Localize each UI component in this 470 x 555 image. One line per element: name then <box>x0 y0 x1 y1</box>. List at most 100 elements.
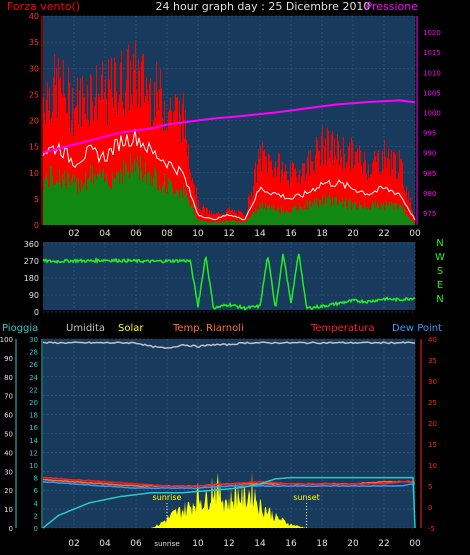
humidity-y-tick: 0 <box>9 525 13 533</box>
legend-umidita: Umidita <box>66 323 105 334</box>
solar-area <box>43 470 415 528</box>
wx-x-tick: 02 <box>68 539 79 549</box>
pressure-y-tick: 985 <box>423 170 436 178</box>
rain-y-tick: 24 <box>29 374 38 382</box>
pressure-y-tick: 1010 <box>423 69 441 77</box>
temp-y-tick: -5 <box>428 525 435 533</box>
wind-x-tick: 06 <box>130 229 142 239</box>
wind-y-tick: 20 <box>29 117 39 126</box>
pressure-y-tick: 995 <box>423 130 436 138</box>
pressure-y-tick: 1005 <box>423 89 441 97</box>
rain-y-tick: 10 <box>29 462 38 470</box>
wind-x-tick: 20 <box>347 229 359 239</box>
wind-x-tick: 16 <box>285 229 297 239</box>
compass-label: W <box>435 252 445 263</box>
pressure-axis-title: Pressione <box>366 0 419 13</box>
rain-y-tick: 30 <box>29 336 38 344</box>
dir-y-tick: 90 <box>29 291 39 300</box>
humidity-y-tick: 80 <box>4 374 13 382</box>
rain-y-tick: 14 <box>29 437 38 445</box>
wx-x-tick: 16 <box>285 539 297 549</box>
wind-x-tick: 08 <box>161 229 173 239</box>
humidity-y-tick: 10 <box>4 506 13 514</box>
temp-y-tick: 35 <box>428 357 437 365</box>
wind-x-tick: 02 <box>68 229 79 239</box>
temperature-line <box>42 476 416 488</box>
temp-y-tick: 40 <box>428 336 437 344</box>
rain-y-tick: 12 <box>29 449 38 457</box>
chart-title: 24 hour graph day : 25 Dicembre 2010 <box>156 0 371 13</box>
rain-y-tick: 22 <box>29 386 38 394</box>
temp-y-tick: 5 <box>428 483 432 491</box>
rain-y-tick: 28 <box>29 349 38 357</box>
rain-line <box>42 476 416 529</box>
humidity-y-tick: 60 <box>4 412 13 420</box>
weather-panel: 0102030405060708090100024681012141618202… <box>0 336 437 549</box>
dir-y-tick: 270 <box>24 257 39 266</box>
wx-x-tick: 10 <box>192 539 204 549</box>
wx-x-tick: 22 <box>378 539 389 549</box>
wx-x-tick: sunrise <box>154 540 179 548</box>
wind-direction-line <box>42 253 416 311</box>
wind-x-tick: 18 <box>316 229 328 239</box>
dir-y-tick: 180 <box>24 274 39 283</box>
rain-y-tick: 8 <box>34 475 38 483</box>
humidity-y-tick: 90 <box>4 355 13 363</box>
rain-y-tick: 18 <box>29 412 38 420</box>
wind-y-tick: 40 <box>29 12 39 21</box>
wind-x-tick: 00 <box>409 229 421 239</box>
wind-average-line <box>42 129 416 221</box>
humidity-y-tick: 70 <box>4 393 13 401</box>
pressure-y-tick: 975 <box>423 210 436 218</box>
sunrise-label: sunrise <box>153 493 182 502</box>
pressure-y-tick: 1020 <box>423 29 441 37</box>
sunset-label: sunset <box>293 493 320 502</box>
wind-x-tick: 12 <box>223 229 234 239</box>
pressure-y-tick: 990 <box>423 150 436 158</box>
legend-pioggia: Pioggia <box>2 323 38 334</box>
compass-label: E <box>437 280 443 291</box>
dir-y-tick: 360 <box>24 240 39 249</box>
humidity-y-tick: 100 <box>0 336 13 344</box>
rain-y-tick: 0 <box>34 525 38 533</box>
temp-y-tick: 30 <box>428 378 437 386</box>
pressure-y-tick: 1015 <box>423 49 441 57</box>
rain-y-tick: 4 <box>34 500 39 508</box>
humidity-y-tick: 50 <box>4 431 13 439</box>
wind-y-tick: 5 <box>34 195 39 204</box>
legend-solar: Solar <box>118 323 144 334</box>
humidity-line <box>42 341 415 349</box>
wind-y-tick: 15 <box>29 143 39 152</box>
wind-x-tick: 14 <box>254 229 266 239</box>
rain-y-tick: 26 <box>29 361 38 369</box>
wx-x-tick: 12 <box>223 539 234 549</box>
wind-axis-title: Forza vento() <box>7 0 80 13</box>
compass-label: N <box>436 294 443 305</box>
wx-x-tick: 18 <box>316 539 328 549</box>
wind-x-tick: 04 <box>99 229 111 239</box>
rain-y-tick: 2 <box>34 512 38 520</box>
wind-x-tick: 22 <box>378 229 389 239</box>
temp-y-tick: 20 <box>428 420 437 428</box>
wx-x-tick: 06 <box>130 539 142 549</box>
rain-y-tick: 6 <box>34 487 39 495</box>
humidity-y-tick: 40 <box>4 449 13 457</box>
temp-y-tick: 10 <box>428 462 437 470</box>
temp-y-tick: 25 <box>428 399 437 407</box>
legend-temperatura: Temperatura <box>310 323 375 334</box>
rain-y-tick: 20 <box>29 399 38 407</box>
pressure-line <box>42 99 416 154</box>
dew-point-line <box>43 481 416 490</box>
rain-y-tick: 16 <box>29 424 38 432</box>
temp-y-tick: 15 <box>428 441 437 449</box>
wx-x-tick: 20 <box>347 539 359 549</box>
wind-x-tick: 10 <box>192 229 204 239</box>
compass-label: N <box>436 238 443 249</box>
legend-temp-riarnoli: Temp. Riarnoli <box>172 323 244 334</box>
dir-y-tick: 0 <box>34 308 39 317</box>
wind-y-tick: 35 <box>29 38 39 47</box>
